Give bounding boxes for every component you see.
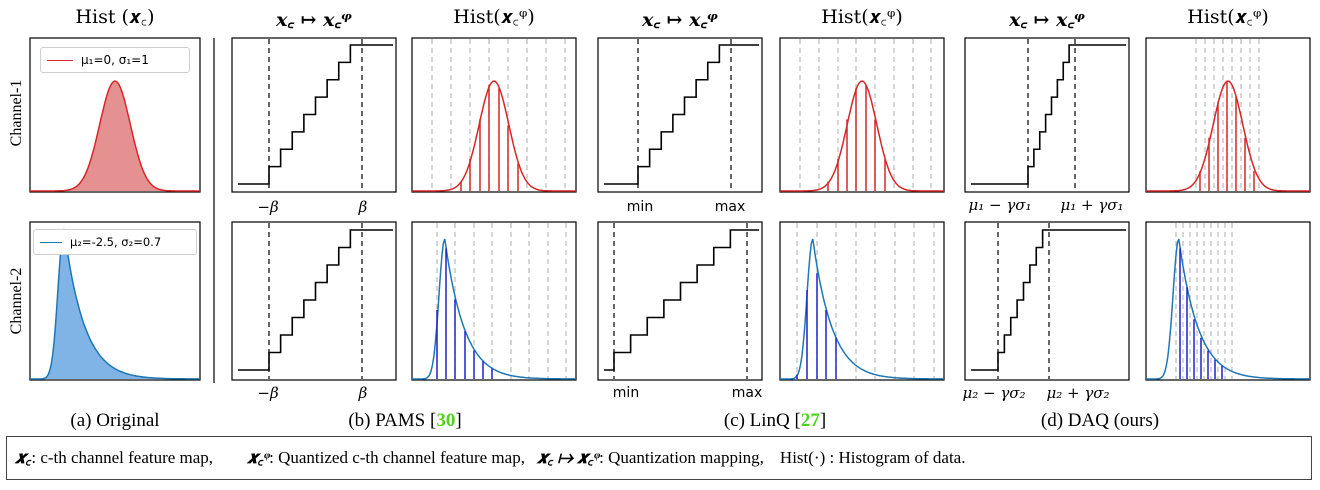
panel-original-ch2 [29, 221, 201, 381]
legend-line-red [47, 59, 73, 61]
panel-linq-map-ch1 [597, 37, 763, 193]
row-label-channel-2: Channel-2 [8, 267, 25, 335]
stair-daq-ch2 [971, 229, 1126, 371]
header-mapping-pams: 𝒙꜀ ↦ 𝒙꜀ᵠ [276, 9, 352, 31]
panel-daq-hist-ch1 [1145, 37, 1311, 193]
panel-daq-map-ch1 [964, 37, 1130, 193]
footer-text-4: Hist(·) : Histogram of data. [779, 448, 966, 467]
panel-pams-hist-ch1 [411, 37, 577, 193]
curve-original-ch1-fill [30, 81, 200, 191]
curve-pams-hist-ch1 [412, 80, 576, 192]
tick-daq-high-r1: μ₁ + γσ₁ [1060, 196, 1124, 214]
caption-a: (a) Original [70, 410, 160, 431]
curve-linq-hist-ch2 [780, 238, 945, 380]
header-mapping-linq: 𝒙꜀ ↦ 𝒙꜀ᵠ [642, 9, 718, 31]
stair-linq-ch2 [604, 229, 759, 371]
tick-daq-low-r1: μ₁ − γσ₁ [968, 196, 1032, 214]
panel-daq-hist-ch2 [1145, 221, 1311, 381]
caption-b-ref[interactable]: 30 [436, 410, 456, 431]
caption-c-text: (c) LinQ [ [723, 410, 801, 431]
header-hist-daq: Hist(𝒙꜀ᵠ) [1187, 6, 1269, 28]
tick-linq-max-r1: max [714, 199, 746, 215]
curve-daq-hist-ch1 [1146, 80, 1310, 192]
footer-text-1: : c-th channel feature map, [31, 448, 214, 467]
panel-pams-map-ch2 [231, 221, 397, 381]
footer-sym-map: 𝒙꜀ ↦ 𝒙꜀ᵠ [536, 448, 600, 467]
caption-d: (d) DAQ (ours) [1040, 410, 1160, 431]
stair-daq-ch1 [971, 44, 1126, 185]
curve-pams-hist-ch2 [412, 238, 577, 380]
panel-pams-map-ch1 [231, 37, 397, 193]
notation-footer: 𝒙꜀ : c-th channel feature map, 𝒙꜀ᵠ : Qua… [6, 436, 1312, 480]
tick-pams-beta-r1: β [358, 198, 368, 216]
panel-daq-map-ch2 [964, 221, 1130, 381]
panel-linq-hist-ch2 [779, 221, 945, 381]
caption-c-close: ] [819, 410, 827, 431]
tick-pams-minus-beta-r2: −β [257, 384, 279, 402]
footer-text-3: : Quantization mapping, [599, 448, 764, 467]
stair-linq-ch1 [604, 44, 759, 185]
stair-pams-ch2 [238, 229, 393, 371]
curve-daq-hist-ch2 [1146, 238, 1311, 380]
panel-original-ch1 [29, 37, 201, 193]
caption-b: (b) PAMS [30] [280, 410, 530, 432]
panel-linq-map-ch2 [597, 221, 763, 381]
tick-linq-min-r2: min [612, 385, 640, 401]
row-label-channel-1: Channel-1 [8, 79, 25, 147]
tick-linq-min-r1: min [626, 199, 654, 215]
legend-line-blue [40, 241, 62, 243]
header-hist-linq: Hist(𝒙꜀ᵠ) [821, 6, 903, 28]
curve-original-ch2-fill [30, 229, 200, 379]
tick-pams-beta-r2: β [358, 384, 368, 402]
stair-pams-ch1 [238, 44, 393, 185]
panel-linq-hist-ch1 [779, 37, 945, 193]
tick-daq-high-r2: μ₂ + γσ₂ [1046, 384, 1110, 402]
caption-b-close: ] [455, 410, 462, 431]
footer-sym-xq: 𝒙꜀ᵠ [247, 448, 270, 467]
tick-pams-minus-beta-r1: −β [257, 198, 279, 216]
footer-sym-x: 𝒙꜀ [15, 448, 32, 467]
curve-original-ch1 [30, 80, 200, 192]
caption-c: (c) LinQ [27] [650, 410, 900, 432]
footer-text-2: : Quantized c-th channel feature map, [269, 448, 525, 467]
curve-linq-hist-ch1 [780, 80, 944, 192]
caption-c-ref[interactable]: 27 [800, 410, 820, 431]
header-hist-original: Hist (𝒙꜀) [75, 6, 155, 28]
legend-text-channel-2: μ₂=-2.5, σ₂=0.7 [70, 235, 162, 249]
legend-channel-1: μ₁=0, σ₁=1 [40, 47, 190, 73]
curve-original-ch2 [30, 228, 200, 380]
header-hist-pams: Hist(𝒙꜀ᵠ) [453, 6, 535, 28]
caption-b-text: (b) PAMS [ [348, 410, 437, 431]
header-mapping-daq: 𝒙꜀ ↦ 𝒙꜀ᵠ [1009, 9, 1085, 31]
legend-text-channel-1: μ₁=0, σ₁=1 [81, 53, 149, 67]
panel-pams-hist-ch2 [411, 221, 577, 381]
tick-daq-low-r2: μ₂ − γσ₂ [962, 384, 1026, 402]
tick-linq-max-r2: max [731, 385, 763, 401]
legend-channel-2: μ₂=-2.5, σ₂=0.7 [33, 229, 197, 255]
